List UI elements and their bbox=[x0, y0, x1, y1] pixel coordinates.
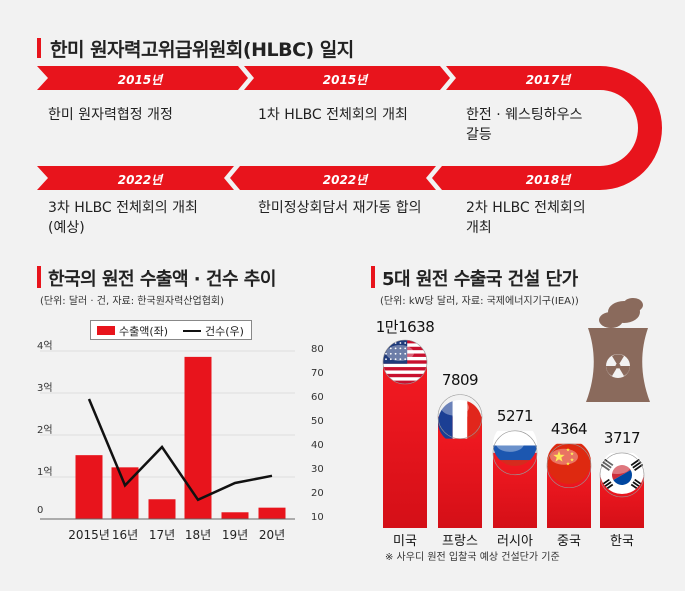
x-tick-label: 17년 bbox=[148, 528, 176, 542]
chart1-title-accent bbox=[37, 266, 41, 288]
chart2-title-accent bbox=[371, 266, 375, 288]
x-tick-label: 19년 bbox=[221, 528, 249, 542]
right-tick-label: 70 bbox=[311, 368, 324, 379]
left-tick-label: 4억 bbox=[37, 341, 53, 352]
x-tick-label: 20년 bbox=[258, 528, 286, 542]
nuclear-plant-icon bbox=[586, 298, 650, 402]
right-tick-label: 30 bbox=[311, 464, 324, 475]
timeline-event-4: 2차 HLBC 전체회의 개최 bbox=[466, 200, 586, 236]
left-tick-label: 2억 bbox=[37, 425, 53, 436]
export-bar bbox=[184, 356, 212, 519]
timeline-event-1: 한미 원자력협정 개정 bbox=[48, 107, 173, 123]
cost-value-label: 1만1638 bbox=[375, 318, 435, 336]
chart1-title: 한국의 원전 수출액 · 건수 추이 bbox=[48, 269, 276, 290]
count-line bbox=[87, 398, 273, 502]
timeline-year-6: 2022년 bbox=[117, 173, 163, 187]
right-tick-label: 10 bbox=[311, 512, 324, 523]
legend-line-swatch bbox=[183, 330, 201, 332]
legend-bar-label: 수출액(좌) bbox=[119, 325, 169, 338]
export-bar bbox=[221, 512, 249, 519]
country-label: 미국 bbox=[393, 534, 417, 549]
timeline-event-3: 한전 · 웨스팅하우스 갈등 bbox=[466, 107, 583, 143]
us-flag-icon bbox=[383, 340, 427, 384]
timeline-year-3: 2017년 bbox=[525, 73, 571, 87]
country-label: 프랑스 bbox=[442, 534, 478, 549]
france-flag-icon bbox=[438, 400, 482, 439]
export-bar bbox=[148, 499, 176, 519]
country-label: 중국 bbox=[557, 534, 581, 549]
korea-flag-icon bbox=[600, 452, 644, 494]
export-bar bbox=[258, 507, 286, 519]
right-tick-label: 50 bbox=[311, 416, 324, 427]
cost-value-label: 4364 bbox=[550, 419, 588, 438]
flag-outline bbox=[382, 339, 428, 385]
chart1-subtitle: (단위: 달러 · 건, 자료: 한국원자력산업협회) bbox=[40, 296, 224, 307]
left-tick-label: 3억 bbox=[37, 383, 53, 394]
timeline-title: 한미 원자력고위급위원회(HLBC) 일지 bbox=[50, 39, 354, 61]
right-tick-label: 40 bbox=[311, 440, 324, 451]
right-tick-label: 80 bbox=[311, 344, 324, 355]
chart2-subtitle: (단위: kW당 달러, 자료: 국제에너지기구(IEA)) bbox=[380, 296, 579, 307]
x-tick-label: 16년 bbox=[111, 528, 139, 542]
cost-value-label: 3717 bbox=[603, 428, 641, 447]
chart2-footnote: ※ 사우디 원전 입찰국 예상 건설단가 기준 bbox=[385, 552, 560, 563]
legend-line-label: 건수(우) bbox=[205, 325, 244, 338]
timeline-year-5: 2022년 bbox=[322, 173, 368, 187]
flag-outline bbox=[599, 452, 645, 498]
flag-outline bbox=[492, 430, 538, 476]
legend-bar-swatch bbox=[97, 326, 115, 335]
x-tick-label: 18년 bbox=[184, 528, 212, 542]
russia-flag-icon bbox=[493, 430, 537, 466]
timeline-ribbon bbox=[37, 66, 662, 190]
title-accent bbox=[37, 38, 41, 58]
chart1-legend: 수출액(좌) 건수(우) bbox=[90, 320, 252, 340]
flag-outline bbox=[437, 394, 483, 439]
cost-bar bbox=[383, 362, 427, 528]
x-tick-label: 2015년 bbox=[68, 528, 110, 542]
timeline-event-5: 한미정상회담서 재가동 합의 bbox=[258, 200, 422, 216]
right-tick-label: 20 bbox=[311, 488, 324, 499]
country-label: 한국 bbox=[610, 534, 634, 549]
cost-value-label: 5271 bbox=[496, 406, 534, 425]
timeline-year-2: 2015년 bbox=[322, 73, 368, 87]
right-tick-label: 60 bbox=[311, 392, 324, 403]
timeline-event-2: 1차 HLBC 전체회의 개최 bbox=[258, 107, 408, 123]
flag-outline bbox=[546, 443, 592, 489]
left-tick-label: 0 bbox=[37, 505, 44, 516]
timeline-year-4: 2018년 bbox=[525, 173, 571, 187]
export-bar bbox=[75, 455, 103, 519]
china-flag-icon bbox=[547, 443, 591, 484]
left-tick-label: 1억 bbox=[37, 467, 53, 478]
timeline-year-1: 2015년 bbox=[117, 73, 163, 87]
country-label: 러시아 bbox=[497, 534, 533, 549]
timeline-event-6: 3차 HLBC 전체회의 개최 (예상) bbox=[48, 200, 198, 236]
chart2-title: 5대 원전 수출국 건설 단가 bbox=[382, 269, 578, 290]
cost-value-label: 7809 bbox=[441, 370, 479, 389]
